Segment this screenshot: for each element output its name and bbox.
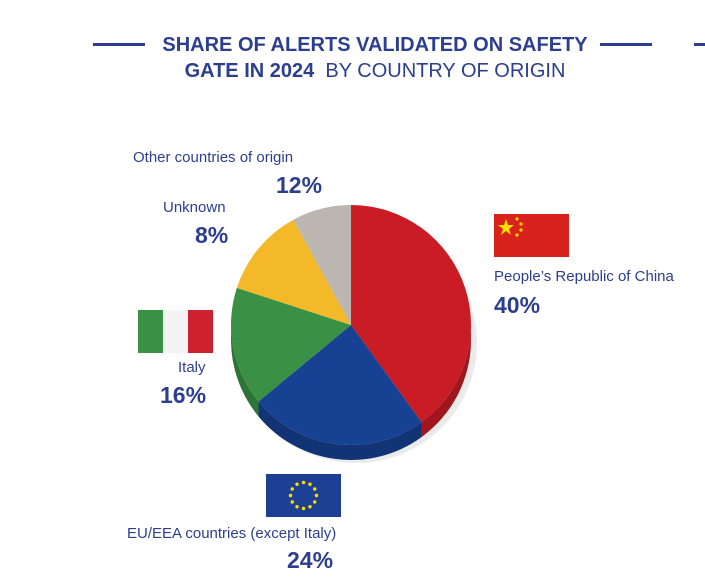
eu-star-icon: [313, 487, 317, 491]
eu-flag-icon: [266, 474, 341, 517]
label-italy: Italy: [178, 359, 206, 376]
pie-slice-unknown: [293, 205, 351, 325]
title-regular-part: BY COUNTRY OF ORIGIN: [325, 60, 566, 82]
pie-side-italy: [231, 325, 259, 417]
chart-title-line1: SHARE OF ALERTS VALIDATED ON SAFETY: [162, 34, 588, 56]
pct-italy: 16%: [160, 382, 207, 408]
pct-china: 40%: [494, 292, 541, 318]
pie-slice-people-s-republic-of-china: [351, 205, 472, 423]
china-flag-icon: [494, 214, 569, 257]
title-rule-far-right: [694, 43, 705, 46]
title-bold-part: GATE IN 2024: [184, 60, 315, 82]
pct-unknown: 8%: [195, 222, 229, 248]
label-unknown: Unknown: [163, 199, 226, 216]
eu-star-icon: [290, 500, 294, 504]
label-other: Other countries of origin: [133, 149, 294, 166]
eu-star-icon: [301, 506, 306, 511]
eu-star-icon: [295, 482, 299, 486]
eu-star-icon: [288, 493, 293, 498]
pct-eu: 24%: [287, 547, 334, 573]
eu-star-icon: [314, 493, 319, 498]
pie-side-people-s-republic-of-china: [421, 325, 471, 438]
pie-side-eu-eea-countries-except-italy: [258, 401, 422, 460]
title-rule-left: [93, 43, 145, 46]
eu-star-icon: [308, 482, 312, 486]
eu-star-icon: [290, 487, 294, 491]
label-china: People’s Republic of China: [494, 268, 674, 285]
label-eu: EU/EEA countries (except Italy): [127, 525, 337, 542]
chart-title-line2: GATE IN 2024 BY COUNTRY OF ORIGIN: [140, 59, 610, 84]
eu-star-icon: [295, 505, 299, 509]
title-rule-right: [600, 43, 652, 46]
eu-star-icon: [313, 500, 317, 504]
eu-star-icon: [301, 480, 306, 485]
pie-slice-italy: [231, 287, 351, 402]
eu-star-icon: [308, 505, 312, 509]
italy-flag-icon: [138, 310, 213, 353]
pie-slice-eu-eea-countries-except-italy: [258, 325, 422, 445]
pie-slice-other-countries-of-origin: [236, 219, 351, 325]
pct-other: 12%: [276, 172, 323, 198]
